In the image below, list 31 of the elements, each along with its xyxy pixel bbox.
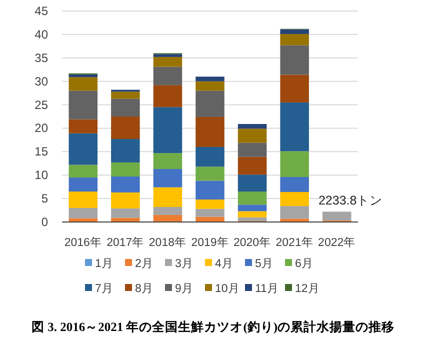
- y-tick-label: 10: [34, 168, 48, 182]
- y-tick-label: 40: [34, 27, 48, 42]
- y-tick-label: 25: [34, 98, 48, 112]
- x-tick-label: 2022年: [318, 236, 356, 249]
- y-tick-label: 35: [34, 50, 48, 65]
- x-tick-label: 2019年: [191, 236, 229, 249]
- y-tick-label: 45: [34, 4, 48, 18]
- legend-label: 9月: [175, 282, 194, 295]
- legend-label: 8月: [135, 282, 154, 295]
- x-tick-label: 2020年: [233, 236, 272, 249]
- y-tick-label: 20: [34, 121, 48, 136]
- legend-label: 3月: [175, 257, 194, 270]
- legend-label: 6月: [295, 257, 314, 270]
- legend-label: 12月: [295, 282, 320, 295]
- y-tick-label: 15: [34, 144, 48, 159]
- legend-label: 4月: [215, 257, 234, 270]
- text: 図 3. 2016～2021 年の全国生鮮カツオ(釣り)の累計水揚量の推移: [31, 319, 395, 334]
- y-tick-label: 30: [34, 74, 48, 88]
- legend-label: 5月: [255, 257, 274, 270]
- x-tick-label: 2016年: [64, 236, 102, 249]
- legend-label: 2月: [135, 257, 154, 270]
- y-tick-label: 5: [41, 192, 48, 206]
- annotation: 2233.8トン: [318, 194, 383, 208]
- legend-label: 1月: [95, 257, 114, 270]
- x-tick-label: 2018年: [148, 236, 187, 249]
- x-tick-label: 2017年: [106, 236, 144, 249]
- legend-label: 11月: [255, 282, 279, 295]
- legend-label: 10月: [215, 282, 240, 295]
- legend-label: 7月: [95, 282, 114, 295]
- y-tick-label: 0: [41, 215, 48, 229]
- x-tick-label: 2021年: [276, 236, 314, 249]
